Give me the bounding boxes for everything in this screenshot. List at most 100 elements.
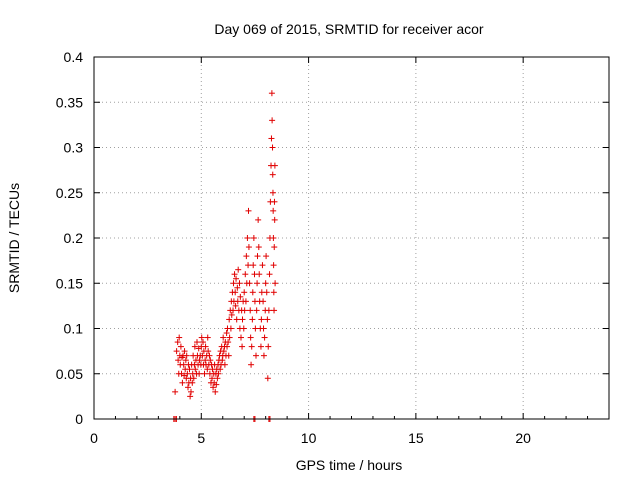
data-point <box>268 90 275 97</box>
data-point <box>184 384 191 391</box>
data-point <box>253 352 260 359</box>
data-point <box>179 379 186 386</box>
data-point <box>269 144 276 151</box>
data-point <box>270 262 277 269</box>
y-tick-label: 0.2 <box>64 230 84 246</box>
data-point <box>172 388 179 395</box>
x-tick-label: 0 <box>90 430 98 446</box>
data-point <box>234 284 241 291</box>
data-point <box>258 316 265 323</box>
data-point <box>269 171 276 178</box>
data-point <box>248 361 255 368</box>
grid-lines <box>94 57 609 419</box>
data-point <box>271 162 278 169</box>
data-point <box>187 388 194 395</box>
data-point <box>240 325 247 332</box>
data-point <box>254 280 261 287</box>
data-point <box>237 293 244 300</box>
data-point <box>206 352 213 359</box>
data-point <box>234 298 241 305</box>
data-point <box>209 375 216 382</box>
data-point <box>228 311 235 318</box>
data-point <box>237 334 244 341</box>
data-point <box>196 370 203 377</box>
data-point <box>272 280 279 287</box>
data-point <box>260 325 267 332</box>
data-point <box>242 271 249 278</box>
y-tick-label: 0.05 <box>56 366 83 382</box>
data-point <box>268 135 275 142</box>
data-point <box>217 366 224 373</box>
data-point <box>201 370 208 377</box>
data-point <box>241 289 248 296</box>
data-point <box>250 235 257 241</box>
y-tick-label: 0.4 <box>64 49 84 65</box>
data-point <box>254 253 261 260</box>
data-point <box>220 348 227 355</box>
data-point <box>232 302 239 309</box>
data-point <box>230 280 237 287</box>
data-point <box>231 271 238 278</box>
data-point <box>233 316 240 323</box>
data-point <box>262 280 269 287</box>
data-point <box>264 375 271 382</box>
data-point <box>243 253 250 260</box>
data-point <box>260 352 267 359</box>
data-point <box>190 375 197 382</box>
data-point <box>198 334 205 341</box>
y-tick-label: 0.3 <box>64 140 84 156</box>
data-point <box>177 343 184 350</box>
data-point <box>226 316 233 323</box>
data-point <box>220 334 227 341</box>
data-point <box>186 366 193 373</box>
data-point <box>189 379 196 386</box>
scatter-points <box>170 90 279 422</box>
data-point <box>244 235 251 241</box>
data-point <box>269 189 276 196</box>
data-point <box>271 307 278 314</box>
data-point <box>230 307 237 314</box>
tick-labels: 0 5 10 15 20 0 0.05 0.1 0.15 0.2 0.25 0.3 0.35 0.4 <box>56 49 531 446</box>
y-tick-label: 0.25 <box>56 185 83 201</box>
data-point <box>174 339 181 346</box>
data-point <box>194 339 200 346</box>
data-point <box>202 357 209 364</box>
y-tick-label: 0.1 <box>64 321 84 337</box>
data-point <box>221 361 228 368</box>
data-point <box>204 334 211 341</box>
data-point <box>245 262 252 269</box>
data-point <box>259 262 266 269</box>
data-point <box>265 307 272 314</box>
data-point <box>255 244 262 251</box>
data-point <box>270 207 277 214</box>
x-tick-label: 15 <box>408 430 424 446</box>
data-point <box>182 357 189 364</box>
data-point <box>248 343 255 350</box>
data-point <box>227 325 234 332</box>
data-point <box>225 352 232 359</box>
data-point <box>205 348 212 355</box>
data-point <box>214 375 221 382</box>
data-point <box>213 381 220 388</box>
data-point <box>235 266 242 273</box>
data-point <box>250 262 257 269</box>
data-point <box>271 198 278 205</box>
data-point <box>245 207 252 214</box>
data-point <box>263 253 270 260</box>
data-point <box>246 280 253 287</box>
data-point <box>210 384 217 391</box>
x-axis-label: GPS time / hours <box>296 457 403 473</box>
data-point <box>215 370 222 377</box>
data-point <box>245 244 252 251</box>
data-point <box>200 339 207 346</box>
data-point <box>242 298 249 305</box>
data-point <box>225 339 232 346</box>
data-point <box>269 117 276 124</box>
data-point <box>175 357 182 364</box>
y-tick-label: 0 <box>75 411 83 427</box>
data-point <box>257 343 264 350</box>
data-point <box>264 316 271 323</box>
data-point <box>239 343 246 350</box>
data-point <box>224 343 231 350</box>
